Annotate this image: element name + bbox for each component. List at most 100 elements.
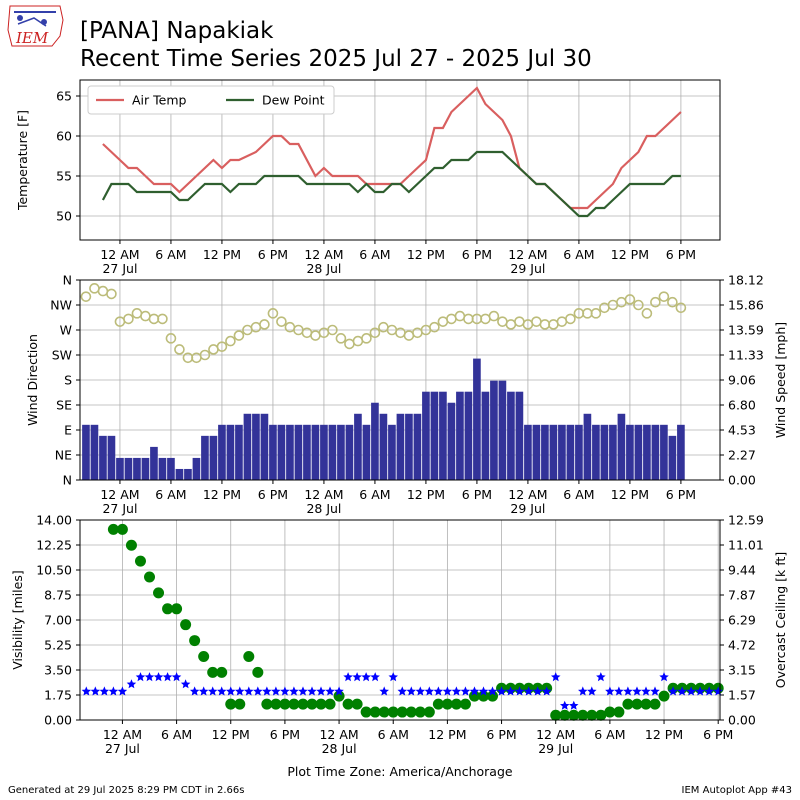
ceiling-tick-label: 12.59 <box>728 513 764 528</box>
visibility-point <box>343 672 353 682</box>
wind-x-tick-label: 12 PM <box>407 487 445 502</box>
ceiling-point <box>658 690 670 702</box>
wind-speed-bar <box>311 424 320 480</box>
wind-speed-bar <box>498 380 507 480</box>
wind-direction-point <box>157 313 168 325</box>
wind-speed-bar <box>192 457 201 480</box>
wind-speed-bar <box>243 413 252 480</box>
wind-speed-bar <box>294 424 303 480</box>
ceiling-point <box>568 709 580 721</box>
wind-speed-bar <box>252 413 260 480</box>
ceiling-point <box>297 698 309 710</box>
wind-speed-bar <box>99 435 107 480</box>
temp-x-tick-label: 12 PM <box>611 247 649 262</box>
ceiling-point <box>613 706 625 718</box>
chart-subtitle: Recent Time Series 2025 Jul 27 - 2025 Ju… <box>80 46 592 72</box>
visibility-point <box>108 686 119 696</box>
wind-speed-bar <box>337 424 345 480</box>
app-note: IEM Autoplot App #43 <box>682 785 792 796</box>
wind-speed-bar <box>600 424 609 480</box>
ceiling-point <box>333 690 345 702</box>
wind-direction-point <box>267 308 279 319</box>
wind-speed-bar <box>660 424 668 480</box>
wind-direction-point <box>310 330 321 341</box>
wind-speed-bar <box>626 424 634 480</box>
visibility-tick-label: 10.50 <box>36 563 72 578</box>
ceiling-point <box>396 706 408 718</box>
wind-direction-point <box>675 302 687 314</box>
ceiling-point <box>288 698 300 710</box>
ceiling-point <box>107 523 119 535</box>
wind-direction-point <box>140 310 151 322</box>
ceiling-point <box>216 666 228 678</box>
wind-direction-point <box>369 327 381 339</box>
visibility-point <box>307 686 317 696</box>
wind-speed-bar <box>634 424 643 480</box>
temp-x-date-label: 28 Jul <box>306 261 341 276</box>
visibility-point <box>271 686 281 696</box>
wind-speed-tick-label: 2.27 <box>728 448 756 463</box>
wind-direction-point <box>199 349 211 361</box>
visibility-point <box>352 672 362 682</box>
visibility-point <box>605 686 615 696</box>
temp-x-tick-label: 12 PM <box>407 247 445 262</box>
wind-direction-point <box>89 283 100 294</box>
visibility-point <box>244 686 254 696</box>
wind-speed-bar <box>124 457 133 480</box>
ceiling-point <box>640 698 652 710</box>
visibility-point <box>289 686 299 696</box>
wind-speed-bar <box>184 468 192 480</box>
wind-x-tick-label: 6 PM <box>258 487 288 502</box>
visibility-point <box>379 686 389 696</box>
temp-plot-frame <box>79 79 721 241</box>
wind-speed-bar <box>473 358 481 480</box>
ceiling-point <box>180 619 192 631</box>
ceiling-point <box>387 706 399 718</box>
wind-direction-point <box>335 333 347 344</box>
wind-speed-bar <box>609 424 617 480</box>
wind-direction-point <box>97 285 109 297</box>
wind-direction-point <box>514 316 525 327</box>
ceiling-point <box>360 706 372 718</box>
temp-x-tick-label: 12 AM <box>508 247 547 262</box>
wind-speed-bar <box>303 424 311 480</box>
ceiling-point <box>144 571 156 583</box>
wind-speed-bar <box>413 413 422 480</box>
visibility-point <box>217 686 227 696</box>
wind-direction-point <box>565 313 576 325</box>
visibility-tick-label: 8.75 <box>44 588 72 603</box>
visibility-point <box>460 686 471 696</box>
temp-x-tick-label: 6 PM <box>666 247 696 262</box>
wind-speed-bar <box>617 413 626 480</box>
visibility-point <box>226 686 236 696</box>
legend-label-dew-point: Dew Point <box>262 93 325 108</box>
visibility-point <box>551 672 561 682</box>
wind-direction-point <box>131 308 143 319</box>
visibility-tick-label: 7.00 <box>44 613 72 628</box>
logo-text: IEM <box>15 29 49 47</box>
visibility-point <box>496 686 507 696</box>
ceiling-point <box>315 698 327 710</box>
wind-direction-point <box>361 333 372 344</box>
visibility-point <box>81 686 92 696</box>
temp-x-date-label: 27 Jul <box>102 261 137 276</box>
wind-speed-bar <box>558 424 566 480</box>
wind-speed-bar <box>354 413 362 480</box>
wind-x-date-label: 29 Jul <box>510 501 545 516</box>
visibility-point <box>632 686 642 696</box>
ceiling-point <box>351 698 363 710</box>
wind-speed-bar <box>388 424 396 480</box>
visibility-point <box>614 686 624 696</box>
visibility-tick-label: 3.50 <box>44 663 72 678</box>
wind-speed-tick-label: 0.00 <box>728 473 756 488</box>
wind-speed-bar <box>396 413 405 480</box>
visibility-point <box>695 686 705 696</box>
visibility-point <box>153 672 164 682</box>
wind-direction-point <box>650 296 661 308</box>
wind-speed-bar <box>269 424 277 480</box>
ceiling-tick-label: 4.72 <box>728 638 756 653</box>
ceiling-tick-label: 0.00 <box>728 713 756 728</box>
visibility-point <box>117 686 128 696</box>
ceiling-point <box>342 698 354 710</box>
